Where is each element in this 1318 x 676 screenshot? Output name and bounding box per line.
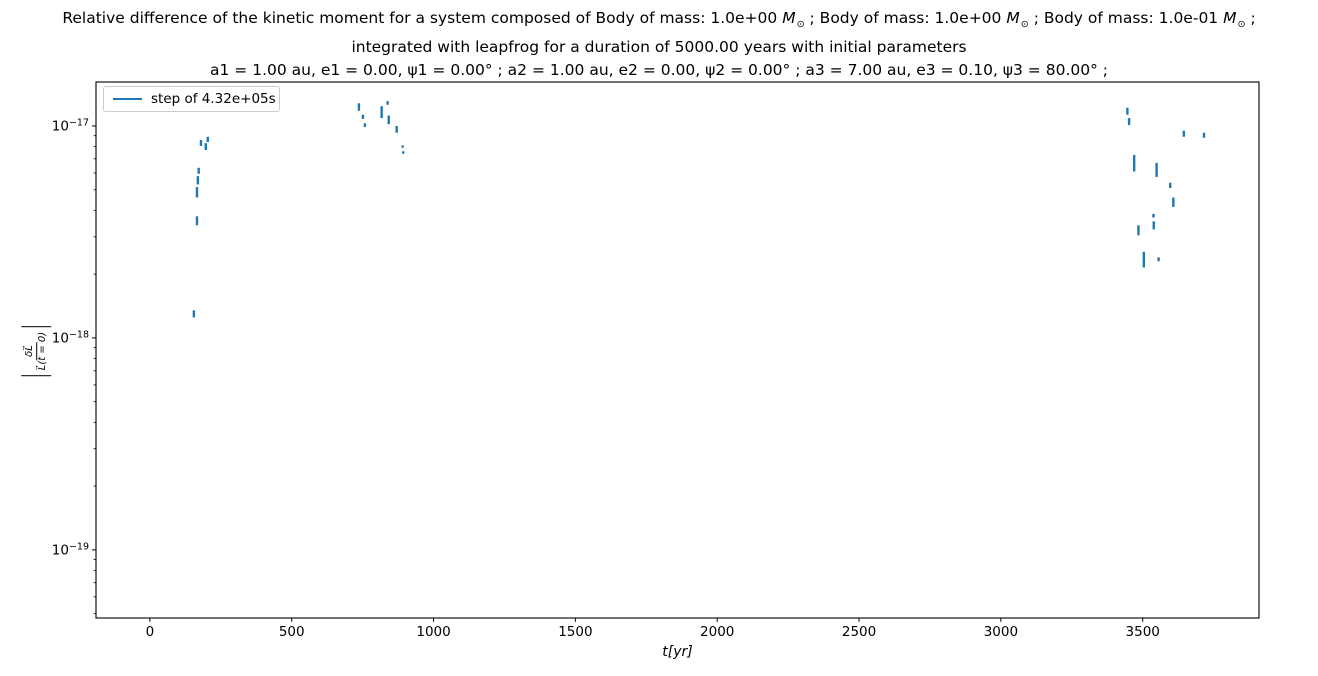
- fraction: δL⃗ L⃗(t = 0): [24, 331, 48, 371]
- abs-bar-right: [21, 325, 51, 327]
- solar-mass-symbol: M: [1223, 9, 1237, 27]
- chart-title: Relative difference of the kinetic momen…: [0, 7, 1318, 82]
- y-tick-label: 10−18: [52, 329, 89, 346]
- solar-mass-symbol: M: [782, 9, 796, 27]
- chart-title-line-1: Relative difference of the kinetic momen…: [0, 7, 1318, 36]
- fraction-numerator: δL⃗: [24, 342, 37, 360]
- title-text: ; Body of mass: 1.0e-01: [1028, 9, 1224, 27]
- legend-label: step of 4.32e+05s: [151, 91, 276, 107]
- y-axis-label-fraction: δL⃗ L⃗(t = 0): [21, 325, 51, 377]
- title-text: ; Body of mass: 1.0e+00: [804, 9, 1007, 27]
- chart-title-line-3: a1 = 1.00 au, e1 = 0.00, ψ1 = 0.00° ; a2…: [210, 61, 1108, 80]
- legend: step of 4.32e+05s: [103, 86, 280, 112]
- y-tick-label: 10−17: [52, 118, 89, 135]
- x-axis-label: t[yr]: [662, 644, 693, 660]
- x-tick-label: 0: [146, 624, 155, 640]
- title-text: ;: [1245, 9, 1256, 27]
- title-text: Relative difference of the kinetic momen…: [62, 9, 783, 27]
- abs-bar-left: [21, 375, 51, 377]
- odot-subscript: ⊙: [1237, 19, 1246, 31]
- odot-subscript: ⊙: [1020, 19, 1029, 31]
- x-tick-label: 2000: [700, 624, 734, 640]
- axes-frame: [95, 81, 1260, 619]
- x-tick-label: 3500: [1126, 624, 1160, 640]
- legend-line-sample: [113, 98, 142, 100]
- x-tick-label: 1000: [416, 624, 450, 640]
- x-tick-label: 1500: [558, 624, 592, 640]
- y-axis-label: δL⃗ L⃗(t = 0): [8, 313, 64, 389]
- x-tick-label: 500: [279, 624, 305, 640]
- x-tick-label: 3000: [984, 624, 1018, 640]
- x-tick-label: 2500: [842, 624, 876, 640]
- y-tick-label: 10−19: [52, 541, 89, 558]
- chart-title-line-2: integrated with leapfrog for a duration …: [351, 38, 967, 57]
- solar-mass-symbol: M: [1006, 9, 1020, 27]
- odot-subscript: ⊙: [796, 19, 805, 31]
- fraction-denominator: L⃗(t = 0): [36, 331, 48, 371]
